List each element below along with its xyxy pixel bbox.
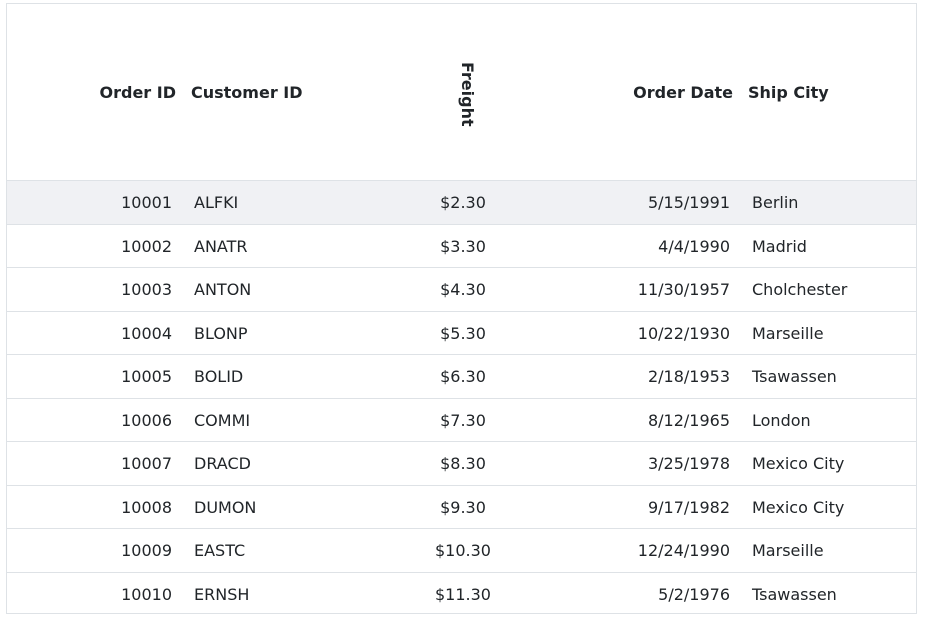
column-header-order-id[interactable]: Order ID [99,83,177,102]
cell-freight: $7.30 [440,410,486,430]
column-header-freight[interactable]: Freight [458,62,477,127]
cell-freight: $6.30 [440,367,486,386]
table-row[interactable]: 10004 BLONP $5.30 10/22/1930 Marseille [7,312,916,355]
cell-order-id: 10004 [121,323,172,343]
cell-ship-city: Tsawassen [752,584,837,604]
cell-order-id: 10002 [121,236,172,256]
cell-freight: $4.30 [440,280,486,299]
cell-order-date: 2/18/1953 [647,367,730,386]
cell-order-id: 10009 [121,541,172,560]
cell-order-date: 3/25/1978 [647,454,730,473]
cell-order-date: 11/30/1957 [637,280,730,299]
cell-order-id: 10005 [121,367,172,386]
cell-order-date: 8/12/1965 [647,410,730,430]
cell-order-date: 5/2/1976 [658,584,730,604]
column-header-order-date[interactable]: Order Date [633,83,733,102]
cell-freight: $8.30 [440,454,486,473]
cell-customer-id: DRACD [194,454,251,473]
cell-order-date: 9/17/1982 [647,497,730,517]
cell-customer-id: EASTC [194,541,246,560]
cell-freight: $3.30 [440,236,486,256]
cell-ship-city: Madrid [752,236,807,256]
cell-order-id: 10003 [121,280,172,299]
cell-ship-city: Marseille [752,323,824,343]
table-row[interactable]: 10001 ALFKI $2.30 5/15/1991 Berlin [7,181,916,225]
cell-ship-city: Marseille [752,541,824,560]
table-row[interactable]: 10009 EASTC $10.30 12/24/1990 Marseille [7,529,916,573]
table-row[interactable]: 10006 COMMI $7.30 8/12/1965 London [7,399,916,442]
cell-ship-city: Mexico City [752,497,845,517]
cell-order-id: 10007 [121,454,172,473]
column-header-customer-id[interactable]: Customer ID [191,83,303,102]
cell-freight: $10.30 [435,541,491,560]
cell-freight: $5.30 [440,323,486,343]
table-row[interactable]: 10007 DRACD $8.30 3/25/1978 Mexico City [7,442,916,486]
cell-order-id: 10001 [121,193,172,212]
cell-customer-id: ANTON [194,280,252,299]
grid-body: 10001 ALFKI $2.30 5/15/1991 Berlin 10002… [7,181,916,616]
cell-order-id: 10008 [121,497,172,517]
table-row[interactable]: 10002 ANATR $3.30 4/4/1990 Madrid [7,225,916,268]
cell-order-date: 5/15/1991 [647,193,730,212]
cell-order-id: 10006 [121,410,172,430]
cell-ship-city: Berlin [752,193,799,212]
cell-customer-id: BLONP [194,323,248,343]
orders-grid: Order ID Customer ID Freight Order Date … [6,3,917,614]
table-row[interactable]: 10005 BOLID $6.30 2/18/1953 Tsawassen [7,355,916,399]
cell-ship-city: London [752,410,811,430]
cell-customer-id: ANATR [194,236,248,256]
cell-order-date: 12/24/1990 [637,541,730,560]
table-row[interactable]: 10003 ANTON $4.30 11/30/1957 Cholchester [7,268,916,312]
table-row[interactable]: 10010 ERNSH $11.30 5/2/1976 Tsawassen [7,573,916,617]
cell-customer-id: ERNSH [194,584,250,604]
column-header-ship-city[interactable]: Ship City [748,83,829,102]
cell-customer-id: ALFKI [194,193,239,212]
grid-header: Order ID Customer ID Freight Order Date … [7,4,916,181]
table-row[interactable]: 10008 DUMON $9.30 9/17/1982 Mexico City [7,486,916,529]
cell-ship-city: Cholchester [752,280,848,299]
cell-freight: $9.30 [440,497,486,517]
cell-ship-city: Tsawassen [752,367,837,386]
cell-ship-city: Mexico City [752,454,845,473]
cell-freight: $2.30 [440,193,486,212]
cell-order-date: 4/4/1990 [658,236,730,256]
cell-customer-id: BOLID [194,367,244,386]
cell-freight: $11.30 [435,584,491,604]
cell-order-date: 10/22/1930 [637,323,730,343]
cell-customer-id: COMMI [194,410,251,430]
cell-order-id: 10010 [121,584,172,604]
cell-customer-id: DUMON [194,497,257,517]
